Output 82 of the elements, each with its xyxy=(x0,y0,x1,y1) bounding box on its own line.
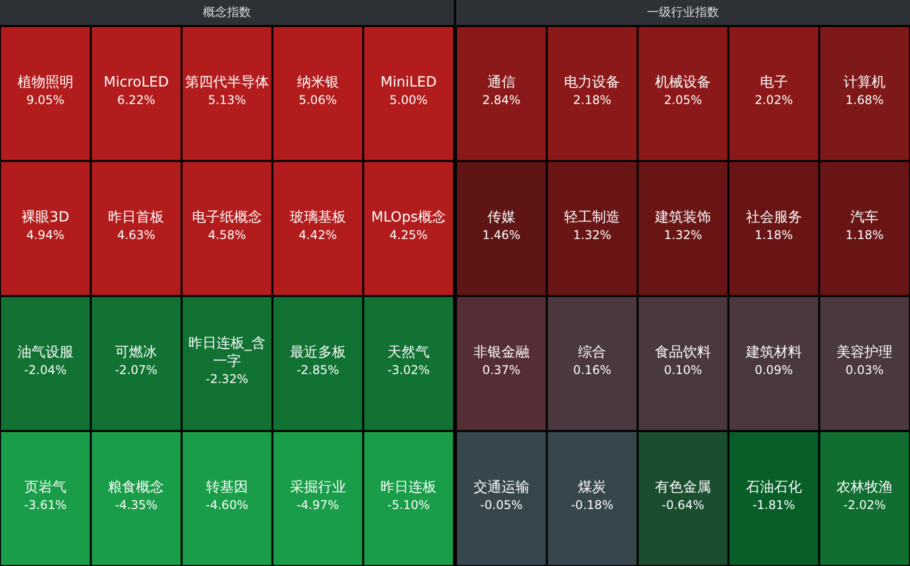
category-label: 昨日首板 xyxy=(108,210,164,226)
category-label: 采掘行业 xyxy=(290,480,346,496)
data-label: -4.35% xyxy=(114,498,158,512)
category-label: MicroLED xyxy=(104,74,169,91)
category-label: 植物照明 xyxy=(17,74,74,91)
category-label: 农林牧渔 xyxy=(836,480,893,496)
category-label: 美容护理 xyxy=(836,344,893,361)
category-label: 计算机 xyxy=(844,74,886,91)
data-label: 5.00% xyxy=(390,93,428,108)
category-label: 煤炭 xyxy=(578,480,606,496)
data-label: 0.10% xyxy=(664,363,702,378)
data-label: -1.81% xyxy=(752,498,796,512)
category-label: 石油石化 xyxy=(746,480,802,496)
text: 概念指数 xyxy=(0,0,454,26)
data-label: 5.13% xyxy=(208,93,246,108)
data-label: 2.05% xyxy=(664,93,702,108)
data-label: -0.64% xyxy=(662,498,704,512)
data-label: 5.06% xyxy=(298,93,337,108)
data-label: 0.16% xyxy=(573,363,612,378)
data-label: 4.63% xyxy=(117,228,156,242)
data-label: -4.97% xyxy=(296,498,340,512)
category-label: 交通运输 xyxy=(473,480,530,496)
category-label: 昨日连板_含一字 xyxy=(188,336,266,370)
data-label: -2.07% xyxy=(114,363,158,378)
data-label: -2.85% xyxy=(296,363,340,378)
category-label: 食品饮料 xyxy=(655,344,711,361)
category-label: 机械设备 xyxy=(655,74,711,91)
data-label: 4.42% xyxy=(298,228,337,242)
data-label: 1.46% xyxy=(482,228,520,242)
data-label: 9.05% xyxy=(26,93,64,108)
category-label: 非银金融 xyxy=(473,344,530,361)
category-label: 天然气 xyxy=(388,344,430,361)
category-label: 社会服务 xyxy=(746,210,802,226)
data-label: -2.04% xyxy=(24,363,67,378)
data-label: 1.32% xyxy=(664,228,702,242)
category-label: 有色金属 xyxy=(655,480,711,496)
data-label: -3.61% xyxy=(24,498,67,512)
category-label: 转基因 xyxy=(206,480,248,496)
data-label: 0.09% xyxy=(754,363,793,378)
category-label: 电子纸概念 xyxy=(192,210,262,226)
data-label: 2.84% xyxy=(482,93,520,108)
data-label: 1.18% xyxy=(754,228,793,242)
category-label: 电子 xyxy=(760,74,788,91)
category-label: 纳米银 xyxy=(296,74,339,91)
data-label: 4.25% xyxy=(390,228,428,242)
data-label: 1.32% xyxy=(573,228,612,242)
category-label: MLOps概念 xyxy=(371,210,446,226)
data-label: 0.03% xyxy=(846,363,884,378)
category-label: MiniLED xyxy=(380,74,437,91)
data-label: -2.32% xyxy=(206,372,248,386)
category-label: 综合 xyxy=(578,344,606,361)
data-label: 2.02% xyxy=(754,93,793,108)
data-label: 4.94% xyxy=(26,228,64,242)
category-label: 最近多板 xyxy=(290,344,346,361)
category-label: 昨日连板 xyxy=(380,480,437,496)
data-label: 1.18% xyxy=(846,228,884,242)
data-label: -3.02% xyxy=(387,363,430,378)
data-label: 0.37% xyxy=(482,363,520,378)
category-label: 裸眼3D xyxy=(22,210,70,226)
data-label: 1.68% xyxy=(846,93,884,108)
category-label: 玻璃基板 xyxy=(290,210,346,226)
text: 一级行业指数 xyxy=(456,0,910,26)
data-label: -0.05% xyxy=(480,498,523,512)
data-label: -2.02% xyxy=(843,498,886,512)
data-label: -4.60% xyxy=(206,498,248,512)
category-label: 传媒 xyxy=(487,210,516,226)
data-label: -0.18% xyxy=(570,498,614,512)
data-label: 6.22% xyxy=(117,93,156,108)
category-label: 汽车 xyxy=(850,210,879,226)
data-label: 4.58% xyxy=(208,228,246,242)
category-label: 油气设服 xyxy=(17,344,74,361)
data-label: -5.10% xyxy=(387,498,430,512)
category-label: 轻工制造 xyxy=(564,210,620,226)
category-label: 可燃冰 xyxy=(115,344,158,361)
category-label: 页岩气 xyxy=(24,480,66,496)
category-label: 通信 xyxy=(487,74,516,91)
category-label: 第四代半导体 xyxy=(185,74,269,91)
category-label: 粮食概念 xyxy=(108,480,164,496)
category-label: 建筑材料 xyxy=(744,344,802,361)
category-label: 建筑装饰 xyxy=(654,210,711,226)
data-label: 2.18% xyxy=(573,93,612,108)
category-label: 电力设备 xyxy=(564,74,620,91)
